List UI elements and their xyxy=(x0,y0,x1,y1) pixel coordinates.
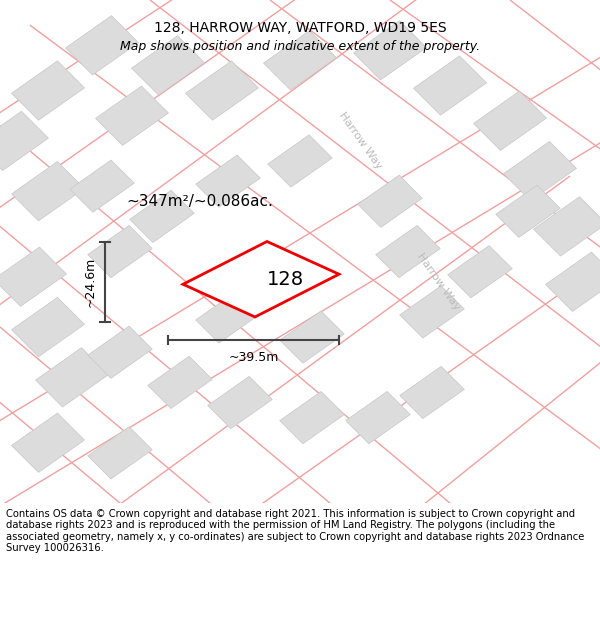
Polygon shape xyxy=(496,185,560,238)
Polygon shape xyxy=(473,91,547,151)
Polygon shape xyxy=(11,298,85,357)
Polygon shape xyxy=(11,161,85,221)
Polygon shape xyxy=(280,391,344,444)
Text: Harrow Way: Harrow Way xyxy=(415,251,461,312)
Text: 128, HARROW WAY, WATFORD, WD19 5ES: 128, HARROW WAY, WATFORD, WD19 5ES xyxy=(154,21,446,35)
Polygon shape xyxy=(196,291,260,343)
Polygon shape xyxy=(413,56,487,115)
Polygon shape xyxy=(11,413,85,472)
Polygon shape xyxy=(88,226,152,278)
Polygon shape xyxy=(196,155,260,208)
Polygon shape xyxy=(88,427,152,479)
Polygon shape xyxy=(185,61,259,120)
Text: Harrow Way: Harrow Way xyxy=(337,111,383,171)
Polygon shape xyxy=(448,246,512,298)
Polygon shape xyxy=(70,160,134,212)
Polygon shape xyxy=(400,286,464,338)
Polygon shape xyxy=(503,141,577,201)
Polygon shape xyxy=(65,16,139,75)
Polygon shape xyxy=(376,226,440,278)
Polygon shape xyxy=(400,366,464,419)
Polygon shape xyxy=(0,111,49,171)
Polygon shape xyxy=(0,247,67,306)
Polygon shape xyxy=(545,252,600,311)
Polygon shape xyxy=(280,311,344,363)
Text: ~347m²/~0.086ac.: ~347m²/~0.086ac. xyxy=(126,194,273,209)
Polygon shape xyxy=(268,135,332,187)
Text: 128: 128 xyxy=(266,270,304,289)
Polygon shape xyxy=(353,21,427,80)
Polygon shape xyxy=(95,86,169,146)
Polygon shape xyxy=(183,241,339,317)
Text: Map shows position and indicative extent of the property.: Map shows position and indicative extent… xyxy=(120,40,480,52)
Polygon shape xyxy=(263,31,337,90)
Polygon shape xyxy=(131,36,205,95)
Polygon shape xyxy=(346,391,410,444)
Polygon shape xyxy=(358,175,422,228)
Polygon shape xyxy=(88,326,152,378)
Polygon shape xyxy=(130,190,194,242)
Polygon shape xyxy=(148,356,212,409)
Polygon shape xyxy=(533,197,600,256)
Polygon shape xyxy=(208,376,272,429)
Polygon shape xyxy=(11,61,85,120)
Text: ~24.6m: ~24.6m xyxy=(83,257,97,307)
Text: ~39.5m: ~39.5m xyxy=(229,351,278,364)
Polygon shape xyxy=(35,348,109,407)
Text: Contains OS data © Crown copyright and database right 2021. This information is : Contains OS data © Crown copyright and d… xyxy=(6,509,584,553)
